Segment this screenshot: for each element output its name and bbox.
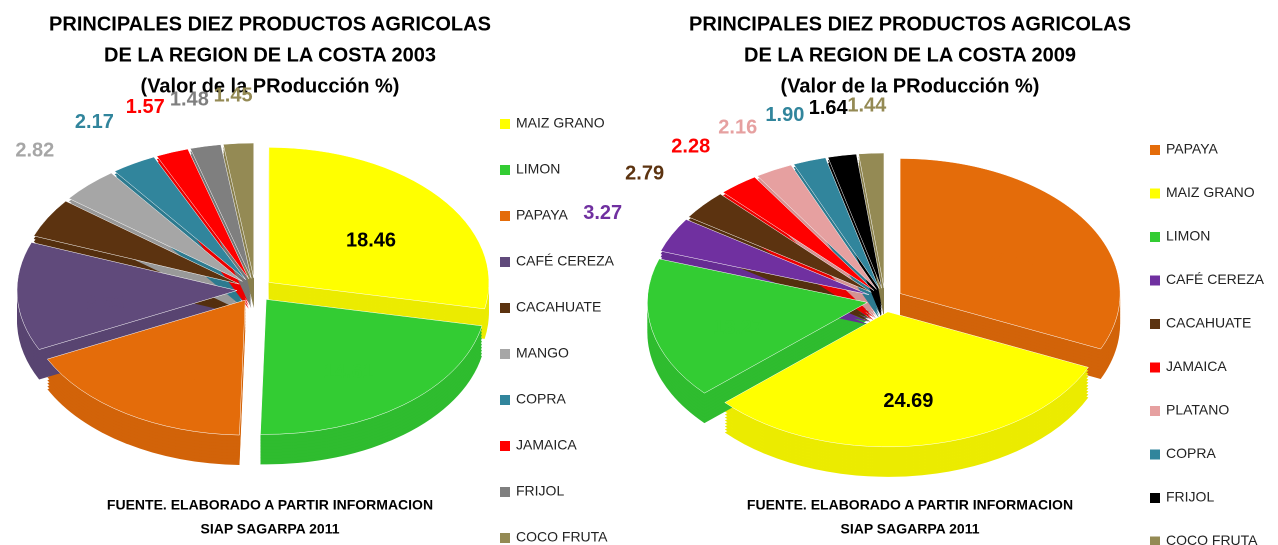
legend-label: PLATANO [1166, 402, 1229, 418]
legend-swatch [1150, 406, 1160, 416]
legend-swatch [1150, 188, 1160, 199]
legend-label: CAFÉ CEREZA [1166, 271, 1265, 287]
chart-title: DE LA REGION DE LA COSTA 2009 [744, 44, 1076, 66]
data-label: 24.69 [883, 390, 933, 412]
legend-label: JAMAICA [1166, 358, 1227, 374]
chart-title: PRINCIPALES DIEZ PRODUCTOS AGRICOLAS [689, 13, 1131, 35]
legend-swatch [500, 211, 510, 221]
slice [114, 156, 247, 280]
data-label: 11.40 [149, 366, 198, 388]
legend-swatch [500, 165, 510, 175]
legend-label: PAPAYA [516, 207, 569, 223]
slice [222, 142, 255, 279]
legend-label: COCO FRUTA [1166, 532, 1258, 545]
legend-label: COPRA [516, 391, 566, 407]
data-label: 1.64 [809, 97, 849, 119]
legend-label: LIMON [1166, 228, 1210, 244]
data-label: 1.90 [765, 104, 804, 126]
data-label: 2.16 [718, 117, 757, 139]
legend-swatch [500, 441, 510, 451]
slice-side [827, 160, 882, 295]
source-note: FUENTE. ELABORADO A PARTIR INFORMACION [107, 497, 433, 513]
legend-label: CACAHUATE [516, 299, 601, 315]
legend-swatch [1150, 449, 1160, 460]
data-label: 24.85 [986, 248, 1036, 270]
legend-label: MAIZ GRANO [1166, 184, 1255, 200]
data-label: 13.27 [713, 317, 763, 339]
legend-swatch [1150, 319, 1160, 329]
chart-title: PRINCIPALES DIEZ PRODUCTOS AGRICOLAS [49, 13, 491, 35]
legend-label: LIMON [516, 161, 560, 177]
data-label: 18.46 [346, 229, 396, 251]
legend-label: CAFÉ CEREZA [516, 253, 615, 269]
data-label: 1.48 [170, 88, 209, 110]
legend-swatch [500, 349, 510, 359]
source-note: SIAP SAGARPA 2011 [840, 521, 979, 537]
data-label: 2.82 [15, 139, 54, 161]
slice [899, 158, 1121, 350]
slice [724, 311, 1089, 448]
data-label: 2.28 [671, 135, 710, 157]
chart-title: DE LA REGION DE LA COSTA 2003 [104, 44, 436, 66]
data-label: 1.57 [126, 96, 165, 118]
slice [260, 299, 483, 435]
legend-swatch [1150, 493, 1160, 503]
slice [688, 193, 872, 293]
legend-label: MAIZ GRANO [516, 115, 605, 131]
legend-swatch [500, 119, 510, 129]
source-note: FUENTE. ELABORADO A PARTIR INFORMACION [747, 497, 1073, 513]
data-label: 8.53 [86, 292, 125, 314]
slice-shade [190, 150, 252, 285]
slice [16, 242, 238, 350]
slice [722, 176, 875, 291]
slice [156, 148, 249, 279]
slice [827, 153, 882, 289]
data-label: 3.27 [583, 202, 622, 224]
slice [756, 164, 877, 290]
slice [858, 152, 885, 289]
legend-swatch [1150, 232, 1160, 242]
data-label: 1.44 [847, 94, 887, 116]
legend-label: FRIJOL [1166, 489, 1214, 505]
legend-swatch [1150, 275, 1160, 286]
legend-label: JAMAICA [516, 437, 577, 453]
data-label: 2.17 [75, 111, 114, 133]
legend-swatch [1150, 536, 1160, 545]
slice [33, 200, 240, 285]
legend-swatch [500, 257, 510, 267]
legend-swatch [1150, 145, 1160, 155]
slice [660, 219, 869, 295]
slice-shade [827, 160, 882, 295]
source-note: SIAP SAGARPA 2011 [200, 521, 339, 537]
slice [189, 144, 252, 279]
chart-title: (Valor de la PRoducción %) [141, 75, 400, 97]
legend-swatch [500, 303, 510, 313]
chart-title: (Valor de la PRoducción %) [781, 75, 1040, 97]
legend-swatch [500, 487, 510, 497]
legend-label: CACAHUATE [1166, 315, 1251, 331]
slice [68, 172, 243, 282]
legend-label: FRIJOL [516, 483, 564, 499]
legend-swatch [500, 395, 510, 405]
legend-label: PAPAYA [1166, 141, 1219, 157]
legend-swatch [500, 533, 510, 543]
slice [793, 157, 880, 289]
legend-label: MANGO [516, 345, 569, 361]
legend-label: COPRA [1166, 445, 1216, 461]
slice-side [190, 150, 252, 285]
slice [46, 299, 246, 436]
data-label: 1.45 [214, 84, 253, 106]
data-label: 14.61 [324, 361, 374, 383]
legend-label: COCO FRUTA [516, 529, 608, 545]
data-label: 2.79 [625, 163, 664, 185]
slice [647, 258, 869, 394]
legend-swatch [1150, 362, 1160, 373]
slice [268, 147, 490, 310]
